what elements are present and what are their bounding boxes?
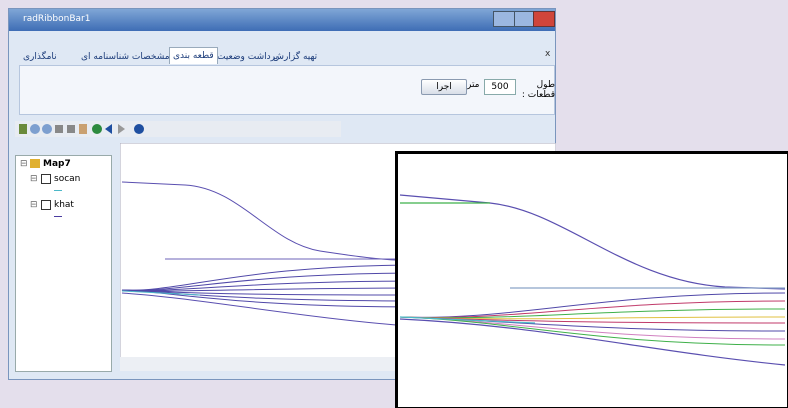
tool-icon[interactable] — [19, 124, 27, 134]
expander[interactable]: ⊟ — [20, 159, 28, 169]
ribbon-close[interactable]: x — [545, 49, 550, 59]
minimize-button[interactable] — [493, 11, 515, 27]
tool-icon[interactable] — [79, 124, 87, 134]
tool-icon[interactable] — [134, 124, 144, 134]
layer-checkbox[interactable] — [41, 174, 51, 184]
title-bar: radRibbonBar1 — [9, 9, 555, 31]
tab-selected[interactable]: قطعه بندی — [169, 47, 218, 64]
expander[interactable]: ⊟ — [30, 174, 38, 184]
layer-symbol — [54, 190, 62, 191]
tab[interactable]: تهیه گزارش — [273, 49, 317, 65]
toolbar — [15, 121, 341, 137]
toolbar-icons — [15, 121, 165, 137]
close-button[interactable] — [533, 11, 555, 27]
unit-label: متر — [467, 80, 480, 90]
tool-icon[interactable] — [105, 124, 112, 134]
length-input[interactable]: 500 — [484, 79, 516, 95]
tool-icon[interactable] — [42, 124, 52, 134]
zoom-inset — [395, 151, 788, 408]
ribbon-panel — [19, 65, 555, 115]
layer-name[interactable]: khat — [54, 200, 74, 210]
inset-frame — [397, 153, 788, 408]
tree-root[interactable]: Map7 — [43, 159, 71, 169]
layer-name[interactable]: socan — [54, 174, 80, 184]
tool-icon[interactable] — [30, 124, 40, 134]
run-button[interactable]: اجرا — [421, 79, 467, 95]
expander[interactable]: ⊟ — [30, 200, 38, 210]
tab[interactable]: نامگذاری — [23, 49, 57, 65]
screen: radRibbonBar1 x تهیه گزارش برداشت وضعیت … — [0, 0, 788, 408]
maximize-button[interactable] — [514, 11, 534, 27]
window-title: radRibbonBar1 — [23, 14, 90, 24]
layer-tree: ⊟ Map7 ⊟ socan ⊟ khat — [15, 155, 112, 372]
tab[interactable]: مشخصات شناسنامه ای — [81, 49, 170, 65]
layer-checkbox[interactable] — [41, 200, 51, 210]
tool-icon[interactable] — [118, 124, 125, 134]
tool-icon[interactable] — [67, 125, 75, 133]
map-icon — [30, 159, 40, 168]
tool-icon[interactable] — [55, 125, 63, 133]
tool-icon[interactable] — [92, 124, 102, 134]
field-label: طول قطعات : — [516, 80, 555, 100]
tab[interactable]: برداشت وضعیت — [217, 49, 278, 65]
layer-symbol — [54, 216, 62, 217]
